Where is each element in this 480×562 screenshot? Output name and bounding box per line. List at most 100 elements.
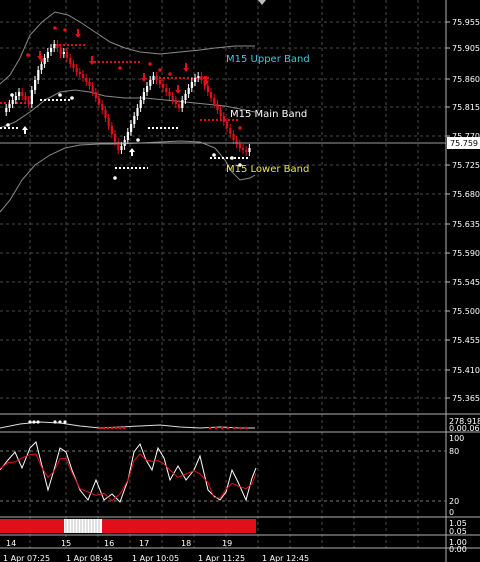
candle-body — [248, 148, 251, 152]
candle-body — [232, 134, 235, 140]
sell-dot-icon — [168, 72, 172, 76]
price-tick-label: 75.590 — [452, 249, 480, 258]
price-tick-label: 75.635 — [452, 220, 480, 229]
price-axis: 75.955 75.905 75.860 75.815 75.770 75.725 75.6… — [446, 18, 480, 403]
candle-body — [206, 86, 209, 92]
current-price-label: 75.759 — [450, 139, 478, 148]
candle-body — [117, 142, 120, 150]
candle-body — [78, 72, 81, 74]
candle-body — [50, 48, 53, 52]
upper-band-line — [0, 11, 255, 85]
candle-body — [62, 52, 65, 54]
sell-dot-icon — [53, 26, 57, 30]
time-label-5: 1 Apr 12:45 — [262, 554, 309, 562]
candle-body — [43, 58, 46, 64]
sell-dot-icon — [148, 62, 152, 66]
lower-band-label: M15 Lower Band — [226, 164, 309, 175]
candle-body — [229, 128, 232, 134]
sell-dot-icon — [40, 58, 44, 62]
candle-body — [110, 126, 113, 134]
candle-body — [53, 44, 56, 48]
buy-arrow-icon — [22, 126, 28, 134]
sell-arrow-icon — [37, 51, 43, 60]
candle-body — [72, 64, 75, 68]
candle-body — [165, 88, 168, 92]
sub3-bear-bar — [0, 519, 256, 533]
candle-body — [30, 90, 33, 104]
sub1-dot — [36, 420, 40, 424]
candle-body — [66, 52, 69, 58]
buy-dot-icon — [238, 163, 242, 167]
sub1-dot — [106, 426, 110, 430]
sub1-dot — [28, 420, 32, 424]
candle-body — [130, 124, 133, 132]
sub1-dot — [53, 420, 57, 424]
candle-body — [98, 98, 101, 104]
sell-arrow-icon — [183, 63, 189, 72]
candle-body — [24, 96, 27, 100]
stochastic-main-line — [0, 441, 257, 503]
candle-body — [120, 146, 123, 150]
candle-body — [146, 86, 149, 92]
sub1-dot — [114, 426, 118, 430]
candle-body — [213, 98, 216, 104]
price-tick-label: 75.455 — [452, 336, 480, 345]
sub1-dot — [58, 420, 62, 424]
candle-body — [235, 140, 238, 144]
candle-body — [69, 58, 72, 64]
buy-dot-icon — [230, 156, 234, 160]
sub1-bottom-value: 0.00.068 — [449, 424, 480, 433]
grid — [0, 0, 446, 548]
candle-body — [162, 84, 165, 88]
candle-body — [59, 48, 62, 54]
main-band-label: M15 Main Band — [230, 109, 307, 120]
candle-body — [82, 74, 85, 78]
sub1-dot — [244, 426, 248, 430]
candle-body — [21, 92, 24, 96]
day-label-18: 18 — [181, 539, 191, 548]
time-label-1: 1 Apr 07:25 — [3, 554, 50, 562]
candle-body — [200, 76, 203, 80]
sub1-dot — [226, 426, 230, 430]
buy-dot-icon — [113, 176, 117, 180]
sub3-tick-high: 1.05 — [449, 519, 467, 528]
candle-body — [14, 96, 17, 100]
signal-markers — [6, 26, 242, 180]
price-tick-label: 75.905 — [452, 44, 480, 53]
candle-body — [187, 88, 190, 94]
candle-body — [219, 110, 222, 116]
time-label-3: 1 Apr 10:05 — [132, 554, 179, 562]
sub1-dot — [214, 426, 218, 430]
candle-body — [168, 92, 171, 96]
sell-arrow-icon — [203, 76, 209, 85]
price-tick-label: 75.815 — [452, 103, 480, 112]
candle-body — [101, 104, 104, 110]
candle-body — [133, 116, 136, 124]
buy-dot-icon — [70, 96, 74, 100]
candle-body — [27, 100, 30, 104]
sub3-bull-block — [64, 519, 102, 533]
stochastic-signal-line — [0, 453, 257, 502]
candle-body — [197, 76, 200, 78]
scroll-marker-icon[interactable] — [258, 0, 266, 5]
sell-dot-icon — [238, 126, 242, 130]
sub1-dot — [32, 420, 36, 424]
candle-body — [85, 78, 88, 82]
sell-dot-icon — [158, 68, 162, 72]
sell-dot-icon — [26, 53, 30, 57]
trend-stops — [0, 44, 250, 169]
price-tick-label: 75.545 — [452, 278, 480, 287]
candle-body — [149, 80, 152, 86]
candle-body — [226, 122, 229, 128]
candle-body — [46, 52, 49, 58]
day-label-14: 14 — [6, 539, 16, 548]
time-label-2: 1 Apr 08:45 — [66, 554, 113, 562]
time-axis: 1 Apr 07:25 1 Apr 08:45 1 Apr 10:05 1 Ap… — [3, 554, 309, 562]
buy-dot-icon — [6, 123, 10, 127]
sell-arrow-icon — [175, 85, 181, 94]
price-tick-label: 75.500 — [452, 307, 480, 316]
candle-body — [11, 100, 14, 104]
candle-body — [139, 100, 142, 108]
price-tick-label: 75.365 — [452, 394, 480, 403]
